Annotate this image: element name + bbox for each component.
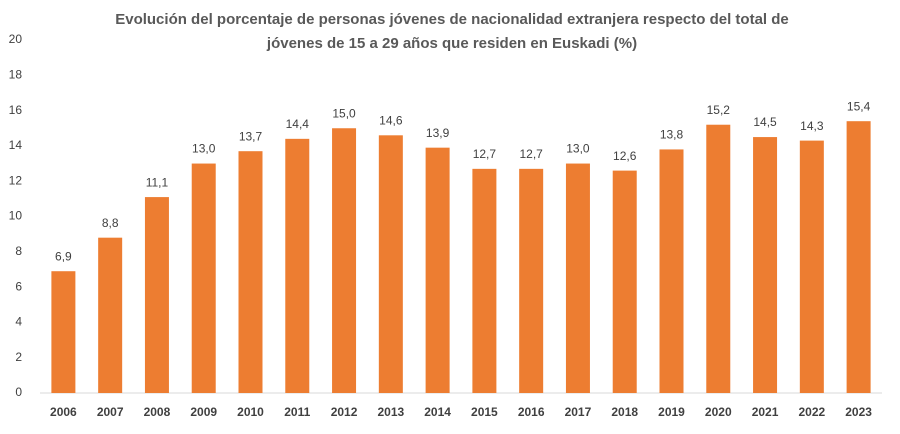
- bar: [659, 149, 684, 393]
- bar: [799, 140, 824, 393]
- y-tick-label: 20: [9, 32, 23, 46]
- x-tick-label: 2019: [658, 405, 685, 419]
- data-label: 13,8: [660, 128, 684, 142]
- data-label: 14,4: [286, 117, 310, 131]
- x-tick-label: 2012: [331, 405, 358, 419]
- bar: [519, 168, 544, 393]
- y-tick-label: 0: [15, 385, 22, 399]
- data-label: 13,0: [566, 142, 590, 156]
- x-tick-label: 2010: [237, 405, 264, 419]
- x-tick-label: 2013: [377, 405, 404, 419]
- x-tick-label: 2011: [284, 405, 310, 419]
- y-tick-label: 12: [9, 173, 23, 187]
- y-tick-label: 14: [9, 138, 23, 152]
- data-label: 14,3: [800, 119, 824, 133]
- data-label: 15,4: [847, 99, 871, 113]
- y-tick-label: 6: [15, 279, 22, 293]
- bar: [846, 121, 871, 393]
- bar: [332, 128, 357, 393]
- bar: [98, 237, 123, 393]
- data-label: 13,9: [426, 126, 450, 140]
- data-label: 6,9: [55, 249, 72, 263]
- x-tick-label: 2008: [144, 405, 171, 419]
- x-tick-label: 2015: [471, 405, 498, 419]
- bar: [472, 168, 497, 393]
- x-tick-label: 2016: [518, 405, 545, 419]
- y-tick-label: 2: [15, 350, 22, 364]
- data-label: 12,7: [519, 147, 543, 161]
- data-label: 15,2: [707, 103, 731, 117]
- x-tick-label: 2021: [752, 405, 779, 419]
- data-label: 12,6: [613, 149, 637, 163]
- bar: [238, 151, 263, 393]
- data-label: 8,8: [102, 216, 119, 230]
- data-label: 14,5: [753, 115, 777, 129]
- x-tick-label: 2023: [845, 405, 872, 419]
- x-tick-label: 2006: [50, 405, 77, 419]
- x-tick-label: 2020: [705, 405, 732, 419]
- bar: [285, 138, 310, 393]
- bar: [191, 163, 216, 393]
- bar: [378, 135, 403, 393]
- data-label: 14,6: [379, 113, 403, 127]
- bar: [565, 163, 590, 393]
- bar: [706, 124, 731, 393]
- y-tick-label: 4: [15, 315, 22, 329]
- x-tick-label: 2007: [97, 405, 124, 419]
- bar: [612, 170, 637, 393]
- x-tick-label: 2018: [611, 405, 638, 419]
- data-label: 13,7: [239, 129, 263, 143]
- x-tick-label: 2014: [424, 405, 451, 419]
- data-label: 11,1: [146, 175, 169, 189]
- bar: [425, 147, 450, 393]
- y-tick-label: 16: [9, 103, 23, 117]
- x-tick-label: 2009: [190, 405, 217, 419]
- bar: [51, 271, 76, 393]
- x-tick-label: 2022: [798, 405, 825, 419]
- bar: [753, 137, 778, 393]
- data-label: 15,0: [332, 106, 356, 120]
- chart-title: Evolución del porcentaje de personas jóv…: [115, 11, 789, 28]
- y-tick-label: 10: [9, 209, 23, 223]
- data-label: 13,0: [192, 142, 216, 156]
- chart-title: jóvenes de 15 a 29 años que residen en E…: [266, 35, 637, 52]
- y-tick-label: 8: [15, 244, 22, 258]
- x-tick-label: 2017: [565, 405, 592, 419]
- bar: [144, 197, 169, 393]
- y-tick-label: 18: [9, 67, 23, 81]
- data-label: 12,7: [473, 147, 497, 161]
